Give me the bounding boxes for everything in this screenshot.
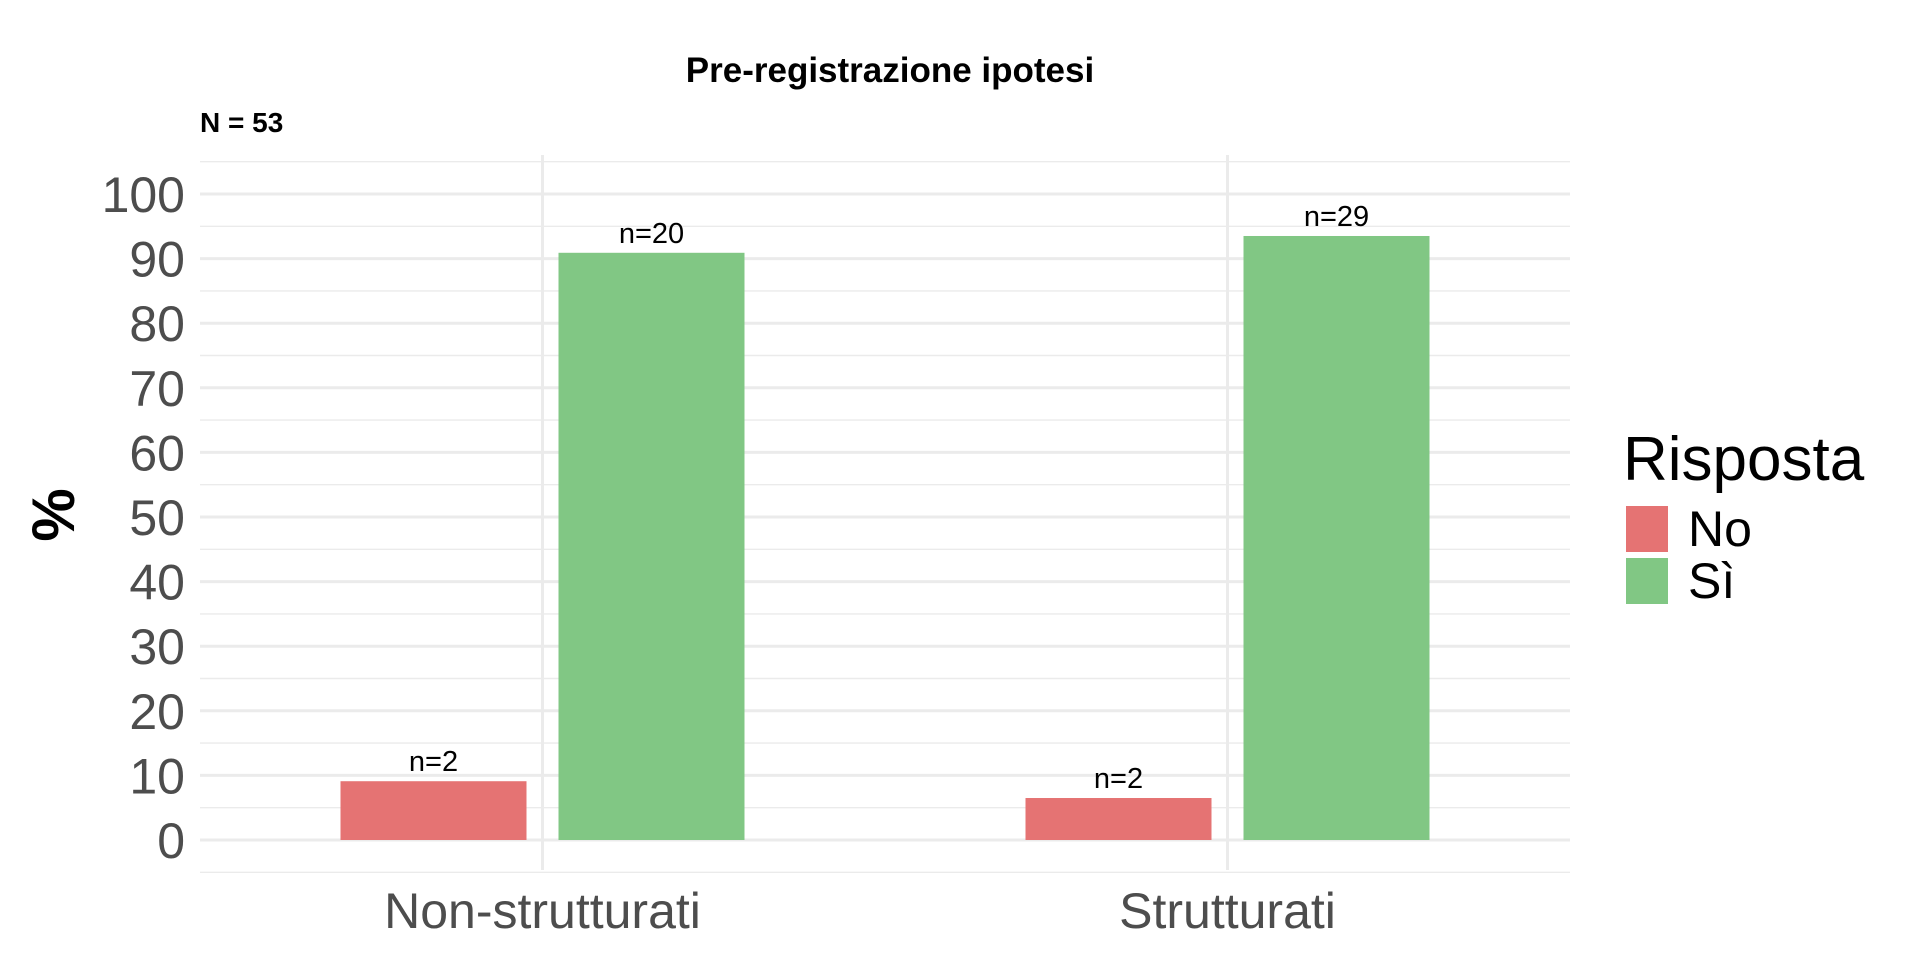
bar-labels: n=2 n=20 n=2 n=29 [409, 201, 1369, 795]
y-tick-label: 40 [129, 555, 185, 611]
legend-label: Sì [1688, 553, 1735, 609]
y-tick-label: 10 [129, 748, 185, 804]
chart-title: Pre-registrazione ipotesi [686, 51, 1094, 90]
x-axis-ticks: Non-strutturati Strutturati [384, 883, 1336, 939]
bar-data-label: n=20 [619, 218, 684, 250]
bar-s--2 [1243, 235, 1430, 841]
legend-key-2 [1626, 558, 1668, 604]
legend-title: Risposta [1623, 425, 1865, 494]
y-tick-label: 100 [102, 167, 185, 223]
legend-key-1 [1626, 506, 1668, 552]
x-tick-label: Non-strutturati [384, 883, 701, 939]
y-axis-label: % [20, 488, 87, 541]
y-tick-label: 50 [129, 490, 185, 546]
bar-no-2 [1025, 798, 1212, 840]
bar-s--1 [558, 252, 745, 840]
y-tick-label: 30 [129, 619, 185, 675]
bar-data-label: n=2 [1094, 763, 1143, 795]
y-axis-ticks: 0 10 20 30 40 50 60 70 80 90 100 [102, 167, 185, 869]
x-tick-label: Strutturati [1119, 883, 1336, 939]
y-tick-label: 70 [129, 361, 185, 417]
bar-data-label: n=29 [1304, 201, 1369, 233]
bar-data-label: n=2 [409, 746, 458, 778]
y-tick-label: 20 [129, 684, 185, 740]
chart-subtitle: N = 53 [200, 107, 283, 138]
bar-no-1 [340, 781, 527, 840]
bars [340, 235, 1430, 841]
y-tick-label: 80 [129, 296, 185, 352]
legend-label: No [1688, 501, 1752, 557]
y-tick-label: 90 [129, 232, 185, 288]
y-tick-label: 60 [129, 425, 185, 481]
y-tick-label: 0 [157, 813, 185, 869]
